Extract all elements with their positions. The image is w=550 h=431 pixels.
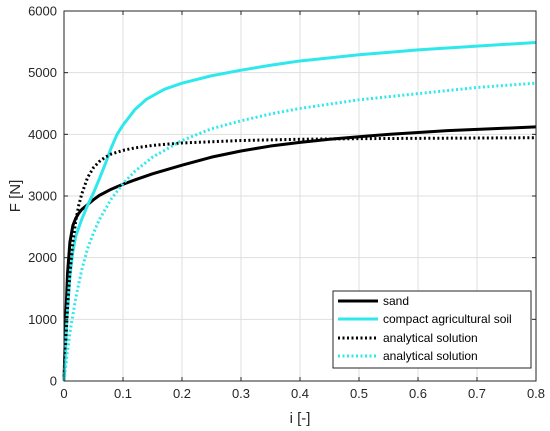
x-axis-label: i [-] — [290, 410, 311, 427]
y-tick-label: 3000 — [28, 189, 57, 204]
x-tick-label: 0.7 — [468, 386, 486, 401]
x-tick-label: 0.1 — [114, 386, 132, 401]
x-tick-label: 0.6 — [409, 386, 427, 401]
legend: sand compact agricultural soil analytica… — [332, 290, 532, 369]
series-line-analytical-solution-cyan — [62, 81, 537, 382]
legend-label-analytical-solution-black: analytical solution — [383, 331, 478, 345]
y-tick-label: 0 — [50, 374, 57, 389]
x-tick-label: 0.2 — [173, 386, 191, 401]
y-tick-label: 5000 — [28, 65, 57, 80]
x-tick-label: 0.8 — [527, 386, 545, 401]
x-tick-label: 0 — [60, 386, 67, 401]
y-tick-label: 6000 — [28, 4, 57, 19]
y-axis-label: F [N] — [7, 180, 24, 213]
grid — [64, 11, 536, 381]
y-tick-label: 4000 — [28, 127, 57, 142]
x-tick-label: 0.5 — [350, 386, 368, 401]
x-tick-label: 0.3 — [232, 386, 250, 401]
y-tick-label: 1000 — [28, 312, 57, 327]
series-line-compact-agricultural-soil — [62, 40, 537, 382]
x-tick-label: 0.4 — [291, 386, 309, 401]
y-tick-label: 2000 — [28, 250, 57, 265]
legend-label-analytical-solution-cyan: analytical solution — [383, 349, 478, 363]
series-lines — [62, 40, 537, 382]
legend-label-compact-agricultural-soil: compact agricultural soil — [383, 312, 512, 326]
legend-label-sand: sand — [383, 294, 409, 308]
axis-ticks: 0 0.1 0.2 0.3 0.4 0.5 0.6 0.7 0.8 0 1000 2000 3000 40… — [28, 4, 545, 402]
